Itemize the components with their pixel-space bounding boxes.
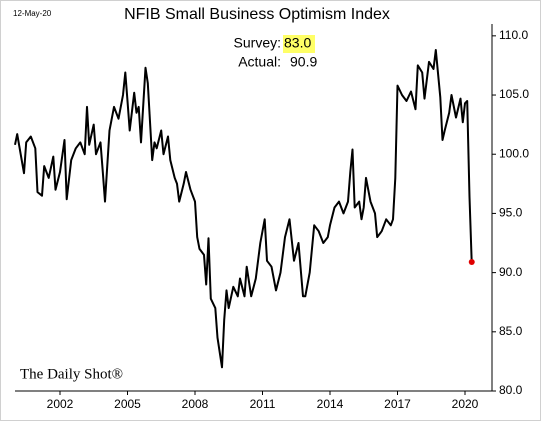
x-tick-label: 2011 — [250, 397, 276, 411]
y-tick-label: 95.0 — [499, 206, 523, 220]
annotation-value: 90.9 — [290, 54, 317, 70]
annotation-label: Actual: — [238, 54, 281, 70]
source: The Daily Shot® — [20, 366, 123, 382]
x-tick-label: 2020 — [452, 397, 479, 411]
y-tick-label: 110.0 — [499, 28, 528, 42]
y-tick-label: 85.0 — [499, 324, 523, 338]
annotation-label: Survey: — [234, 35, 281, 51]
y-tick-label: 90.0 — [499, 265, 523, 279]
y-tick-label: 100.0 — [499, 146, 529, 160]
line — [14, 49, 473, 369]
annotation-value: 83.0 — [284, 35, 311, 51]
highlight — [283, 35, 315, 53]
x-tick-label: 2017 — [384, 397, 411, 411]
x-tick-label: 2002 — [47, 397, 74, 411]
x-tick-label: 2005 — [114, 397, 141, 411]
y-tick-label: 105.0 — [499, 87, 529, 101]
x-tick-label: 2014 — [317, 397, 344, 411]
x-tick-label: 2008 — [182, 397, 209, 411]
date: 12-May-20 — [13, 9, 52, 18]
last-point — [468, 258, 475, 265]
chart-title: NFIB Small Business Optimism Index — [124, 6, 390, 23]
y-tick-label: 80.0 — [499, 383, 523, 397]
